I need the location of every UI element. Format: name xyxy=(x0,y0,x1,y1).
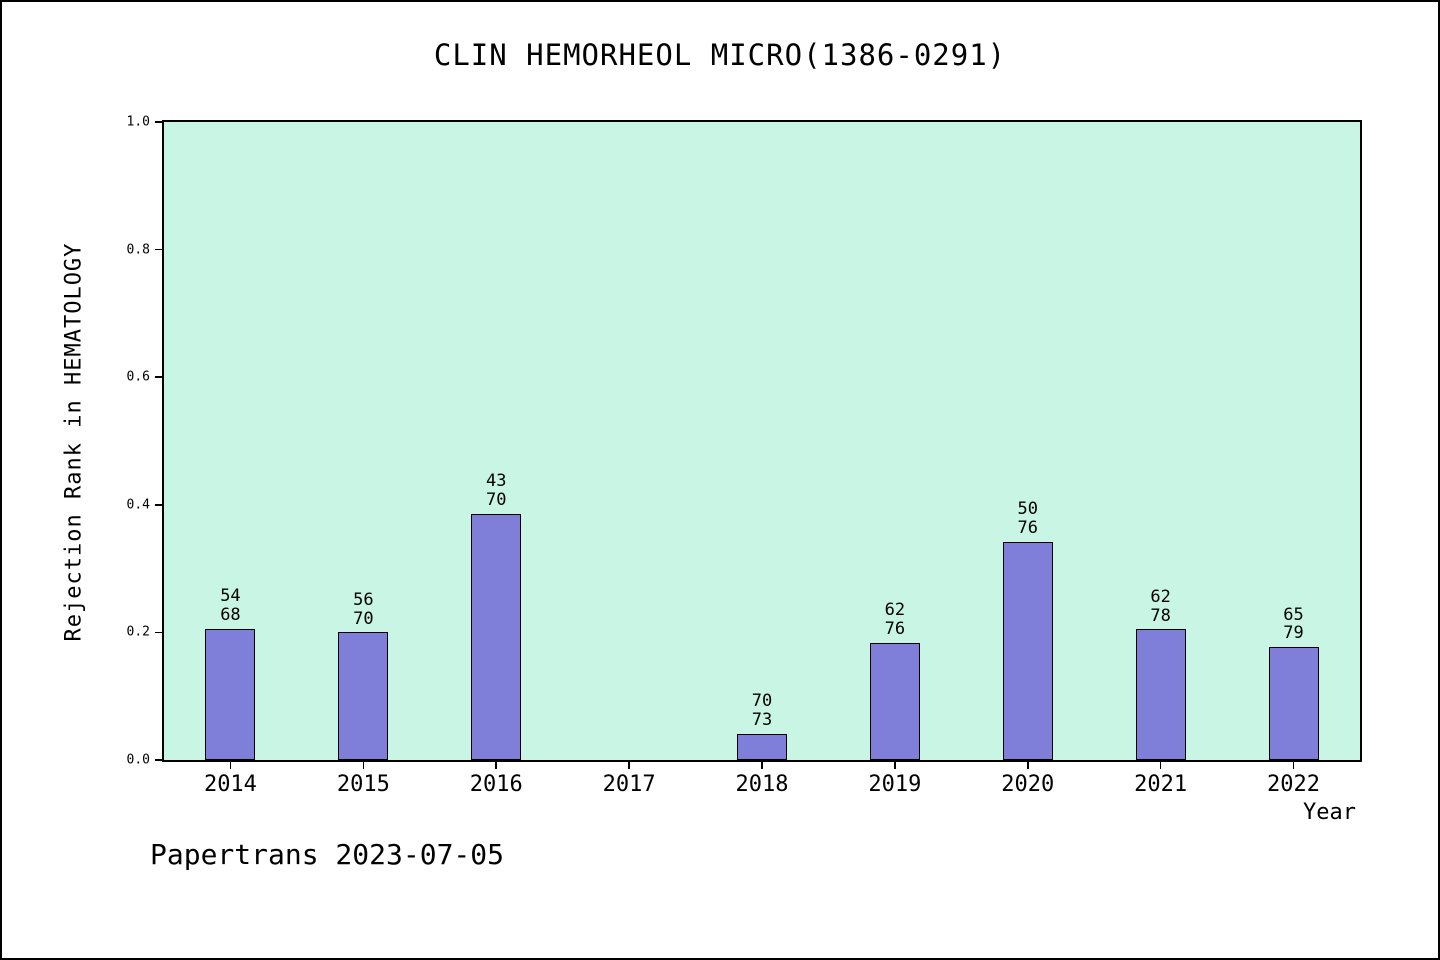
y-tick-label: 0.6 xyxy=(126,369,150,385)
y-tick-label: 1.0 xyxy=(126,114,150,130)
x-tick-mark xyxy=(894,760,896,769)
bar-value-label-2019: 62 76 xyxy=(884,600,906,639)
x-axis-label: Year xyxy=(1303,800,1356,825)
y-tick-mark xyxy=(155,376,164,378)
bar-value-label-2022: 65 79 xyxy=(1283,604,1304,644)
x-tick-mark xyxy=(1292,760,1295,769)
bar-value-label-2018: 70 73 xyxy=(751,691,773,731)
bar-2015 xyxy=(338,632,389,760)
y-tick-mark xyxy=(155,121,164,123)
bar-2022 xyxy=(1268,647,1319,760)
y-tick-label: 0.0 xyxy=(126,752,150,768)
bar-value-label-2020: 50 76 xyxy=(1017,499,1039,539)
x-tick-label-2019: 2019 xyxy=(868,772,922,797)
bar-2014 xyxy=(205,628,256,760)
x-tick-label-2022: 2022 xyxy=(1267,772,1321,797)
y-tick-label: 0.2 xyxy=(126,624,150,640)
bar-value-label-2016: 43 70 xyxy=(485,471,507,511)
y-tick-label: 0.4 xyxy=(126,497,150,513)
y-tick-mark xyxy=(155,248,164,251)
y-tick-mark xyxy=(155,631,164,634)
x-tick-mark xyxy=(229,760,232,769)
x-tick-label-2014: 2014 xyxy=(203,772,257,797)
chart-title: CLIN HEMORHEOL MICRO(1386-0291) xyxy=(433,38,1007,72)
bar-2019 xyxy=(869,642,920,760)
x-tick-mark xyxy=(1159,760,1162,769)
y-tick-label: 0.8 xyxy=(126,242,150,258)
x-tick-label-2021: 2021 xyxy=(1134,772,1188,797)
x-tick-label-2020: 2020 xyxy=(1001,772,1055,797)
bar-value-label-2014: 54 68 xyxy=(220,586,241,625)
bar-2021 xyxy=(1135,629,1186,760)
bar-value-label-2021: 62 78 xyxy=(1150,586,1171,626)
x-tick-mark xyxy=(1027,760,1029,769)
x-tick-mark xyxy=(362,760,365,769)
y-tick-mark xyxy=(155,504,164,506)
x-tick-mark xyxy=(628,760,630,769)
x-tick-label-2018: 2018 xyxy=(735,772,789,797)
x-tick-mark xyxy=(761,760,763,769)
bar-2020 xyxy=(1002,541,1053,760)
plot-area: 0.0 0.2 0.4 0.6 0.8 1.0 2014 54 68 2015 56 70 2016… xyxy=(127,115,1362,797)
x-tick-label-2017: 2017 xyxy=(602,772,656,797)
x-tick-label-2015: 2015 xyxy=(336,772,390,797)
watermark-text: Papertrans 2023-07-05 xyxy=(150,838,505,871)
x-tick-mark xyxy=(495,760,497,769)
x-tick-label-2016: 2016 xyxy=(469,772,523,797)
bar-2016 xyxy=(471,513,522,760)
y-tick-mark xyxy=(155,759,164,761)
y-axis-label: Rejection Rank in HEMATOLOGY xyxy=(61,242,87,642)
bar-value-label-2015: 56 70 xyxy=(353,590,374,629)
bar-2018 xyxy=(737,733,787,760)
